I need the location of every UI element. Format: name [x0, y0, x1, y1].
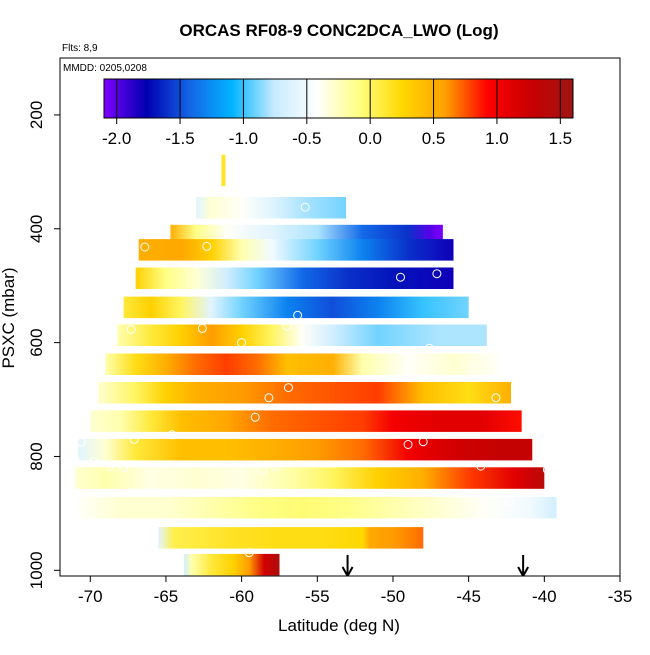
- data-point: [396, 272, 405, 282]
- colorbar-gradient: [103, 78, 574, 119]
- y-axis: 200 400 600 800 1000: [27, 101, 60, 589]
- data-point: [167, 430, 177, 440]
- data-point: [432, 208, 442, 218]
- data-point: [244, 548, 254, 558]
- heatmap-row: [105, 353, 499, 375]
- colorbar-tick-label: 1.5: [549, 129, 573, 148]
- x-tick-label: -40: [532, 587, 557, 606]
- colorbar-tick-label: 0.0: [358, 129, 382, 148]
- y-tick-label: 1000: [27, 551, 46, 589]
- plot-frame: [59, 57, 621, 577]
- data-point: [206, 186, 216, 196]
- x-axis-label: Latitude (deg N): [278, 616, 400, 635]
- sparse-strip: [221, 154, 226, 187]
- x-tick-label: -70: [78, 587, 103, 606]
- y-tick-label: 400: [27, 215, 46, 243]
- data-point: [284, 383, 293, 393]
- data-point: [258, 465, 268, 475]
- data-point: [476, 461, 486, 471]
- data-point: [70, 455, 80, 465]
- colorbar: -2.0 -1.5 -1.0 -0.5 0.0 0.5 1.0 1.5: [102, 78, 574, 148]
- data-point: [129, 434, 139, 444]
- heatmap-row: [184, 553, 280, 576]
- heatmap-row: [123, 296, 469, 319]
- colorbar-tick-label: 1.0: [485, 129, 509, 148]
- heatmap-row: [97, 382, 512, 404]
- y-tick-label: 800: [27, 442, 46, 470]
- x-tick-label: -55: [305, 587, 330, 606]
- data-point: [459, 286, 469, 296]
- colorbar-tick-label: -1.5: [165, 129, 194, 148]
- data-point: [140, 242, 150, 252]
- data-point: [391, 211, 401, 221]
- data-point: [173, 555, 183, 565]
- y-tick-label: 600: [27, 328, 46, 356]
- data-point: [399, 346, 409, 356]
- heatmap-row: [117, 324, 487, 346]
- data-point: [250, 412, 260, 422]
- heatmap-row: [78, 496, 557, 519]
- heatmap-row: [135, 267, 454, 289]
- heatmap-row: [90, 410, 522, 432]
- data-point: [403, 440, 413, 449]
- x-tick-label: -50: [381, 587, 406, 606]
- data-point: [76, 437, 86, 447]
- x-tick-label: -60: [229, 587, 254, 606]
- heatmap-row: [138, 239, 454, 261]
- data-point: [202, 241, 212, 251]
- data-point: [300, 202, 310, 212]
- data-point: [282, 321, 292, 331]
- data-point: [424, 343, 434, 353]
- data-point: [271, 462, 281, 472]
- chart-title: ORCAS RF08-9 CONC2DCA_LWO (Log): [179, 21, 498, 40]
- arrow-marker: [517, 555, 530, 576]
- data-point: [491, 393, 501, 403]
- x-tick-label: -65: [154, 587, 179, 606]
- data-point: [126, 325, 136, 334]
- x-tick-label: -35: [608, 587, 633, 606]
- colorbar-tick-label: -2.0: [102, 129, 131, 148]
- x-axis: -70 -65 -60 -55 -50 -45 -40 -35: [78, 576, 632, 606]
- heatmap-row: [78, 438, 533, 461]
- arrow-marker: [341, 555, 354, 576]
- data-point: [293, 310, 303, 320]
- y-axis-label: PSXC (mbar): [0, 267, 18, 368]
- heatmap-row: [75, 467, 545, 489]
- data-point: [264, 393, 274, 403]
- colorbar-tick-label: -1.0: [229, 129, 258, 148]
- heatmap-row: [158, 527, 424, 549]
- data-point: [119, 463, 129, 473]
- heatmap-row: [196, 197, 347, 219]
- data-point: [88, 457, 98, 467]
- data-point: [505, 496, 514, 506]
- data-point: [237, 338, 247, 348]
- data-point: [197, 323, 207, 333]
- arrow-head: [341, 566, 354, 576]
- data-point: [542, 465, 552, 475]
- y-tick-label: 200: [27, 101, 46, 129]
- colorbar-tick-label: -0.5: [292, 129, 321, 148]
- data-point: [105, 462, 115, 472]
- flights-annotation: Flts: 8,9: [62, 43, 98, 54]
- dates-annotation: MMDD: 0205,0208: [63, 63, 147, 74]
- x-tick-label: -45: [456, 587, 481, 606]
- arrow-head: [517, 566, 530, 576]
- data-point: [418, 437, 428, 447]
- colorbar-tick-label: 0.5: [422, 129, 446, 148]
- data-point: [468, 364, 478, 374]
- data-point: [432, 269, 442, 279]
